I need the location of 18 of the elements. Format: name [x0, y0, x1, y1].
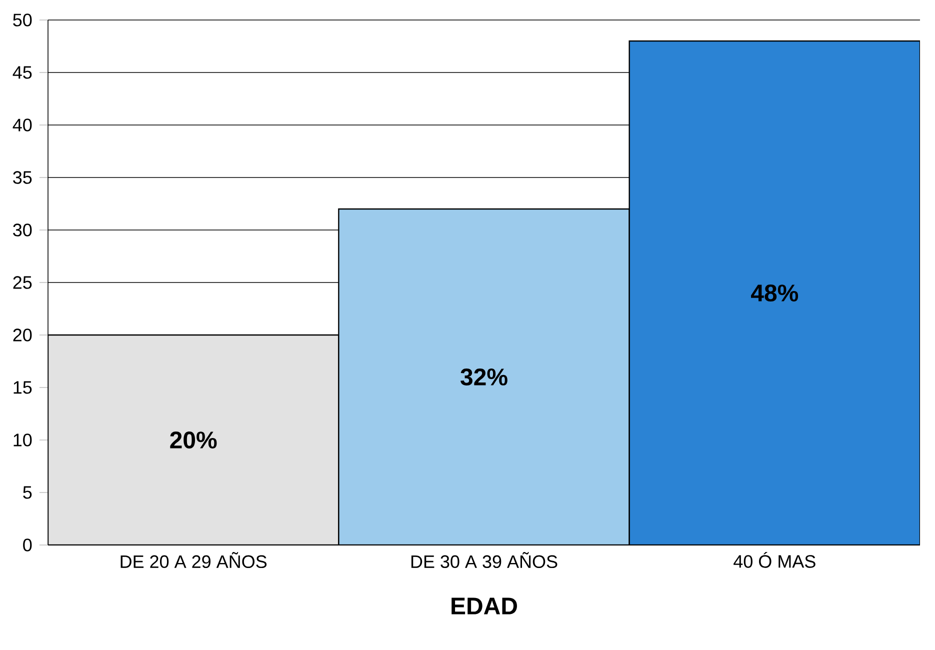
- y-tick-label: 30: [13, 224, 32, 236]
- y-tick-label: 10: [14, 434, 32, 446]
- y-tick-label: 35: [13, 171, 32, 184]
- y-tick-label: 25: [13, 276, 32, 289]
- y-tick-label: 20: [13, 328, 32, 342]
- y-tick-label: 50: [13, 14, 32, 26]
- y-tick-label: 15: [14, 381, 32, 394]
- x-axis-title: EDAD: [452, 598, 517, 614]
- x-tick-label: DE 30 A 39 AÑOS: [411, 552, 558, 568]
- x-tick-label: 40 Ó MAS: [734, 552, 816, 568]
- data-label: 20%: [170, 432, 217, 448]
- y-tick-label: 0: [23, 538, 32, 552]
- y-tick-label: 45: [12, 66, 32, 79]
- y-tick-label: 5: [23, 486, 32, 499]
- y-tick-label: 40: [12, 118, 32, 132]
- x-tick-label: DE 20 A 29 AÑOS: [120, 552, 267, 568]
- data-label: 32%: [460, 368, 508, 386]
- data-label: 48%: [751, 284, 798, 302]
